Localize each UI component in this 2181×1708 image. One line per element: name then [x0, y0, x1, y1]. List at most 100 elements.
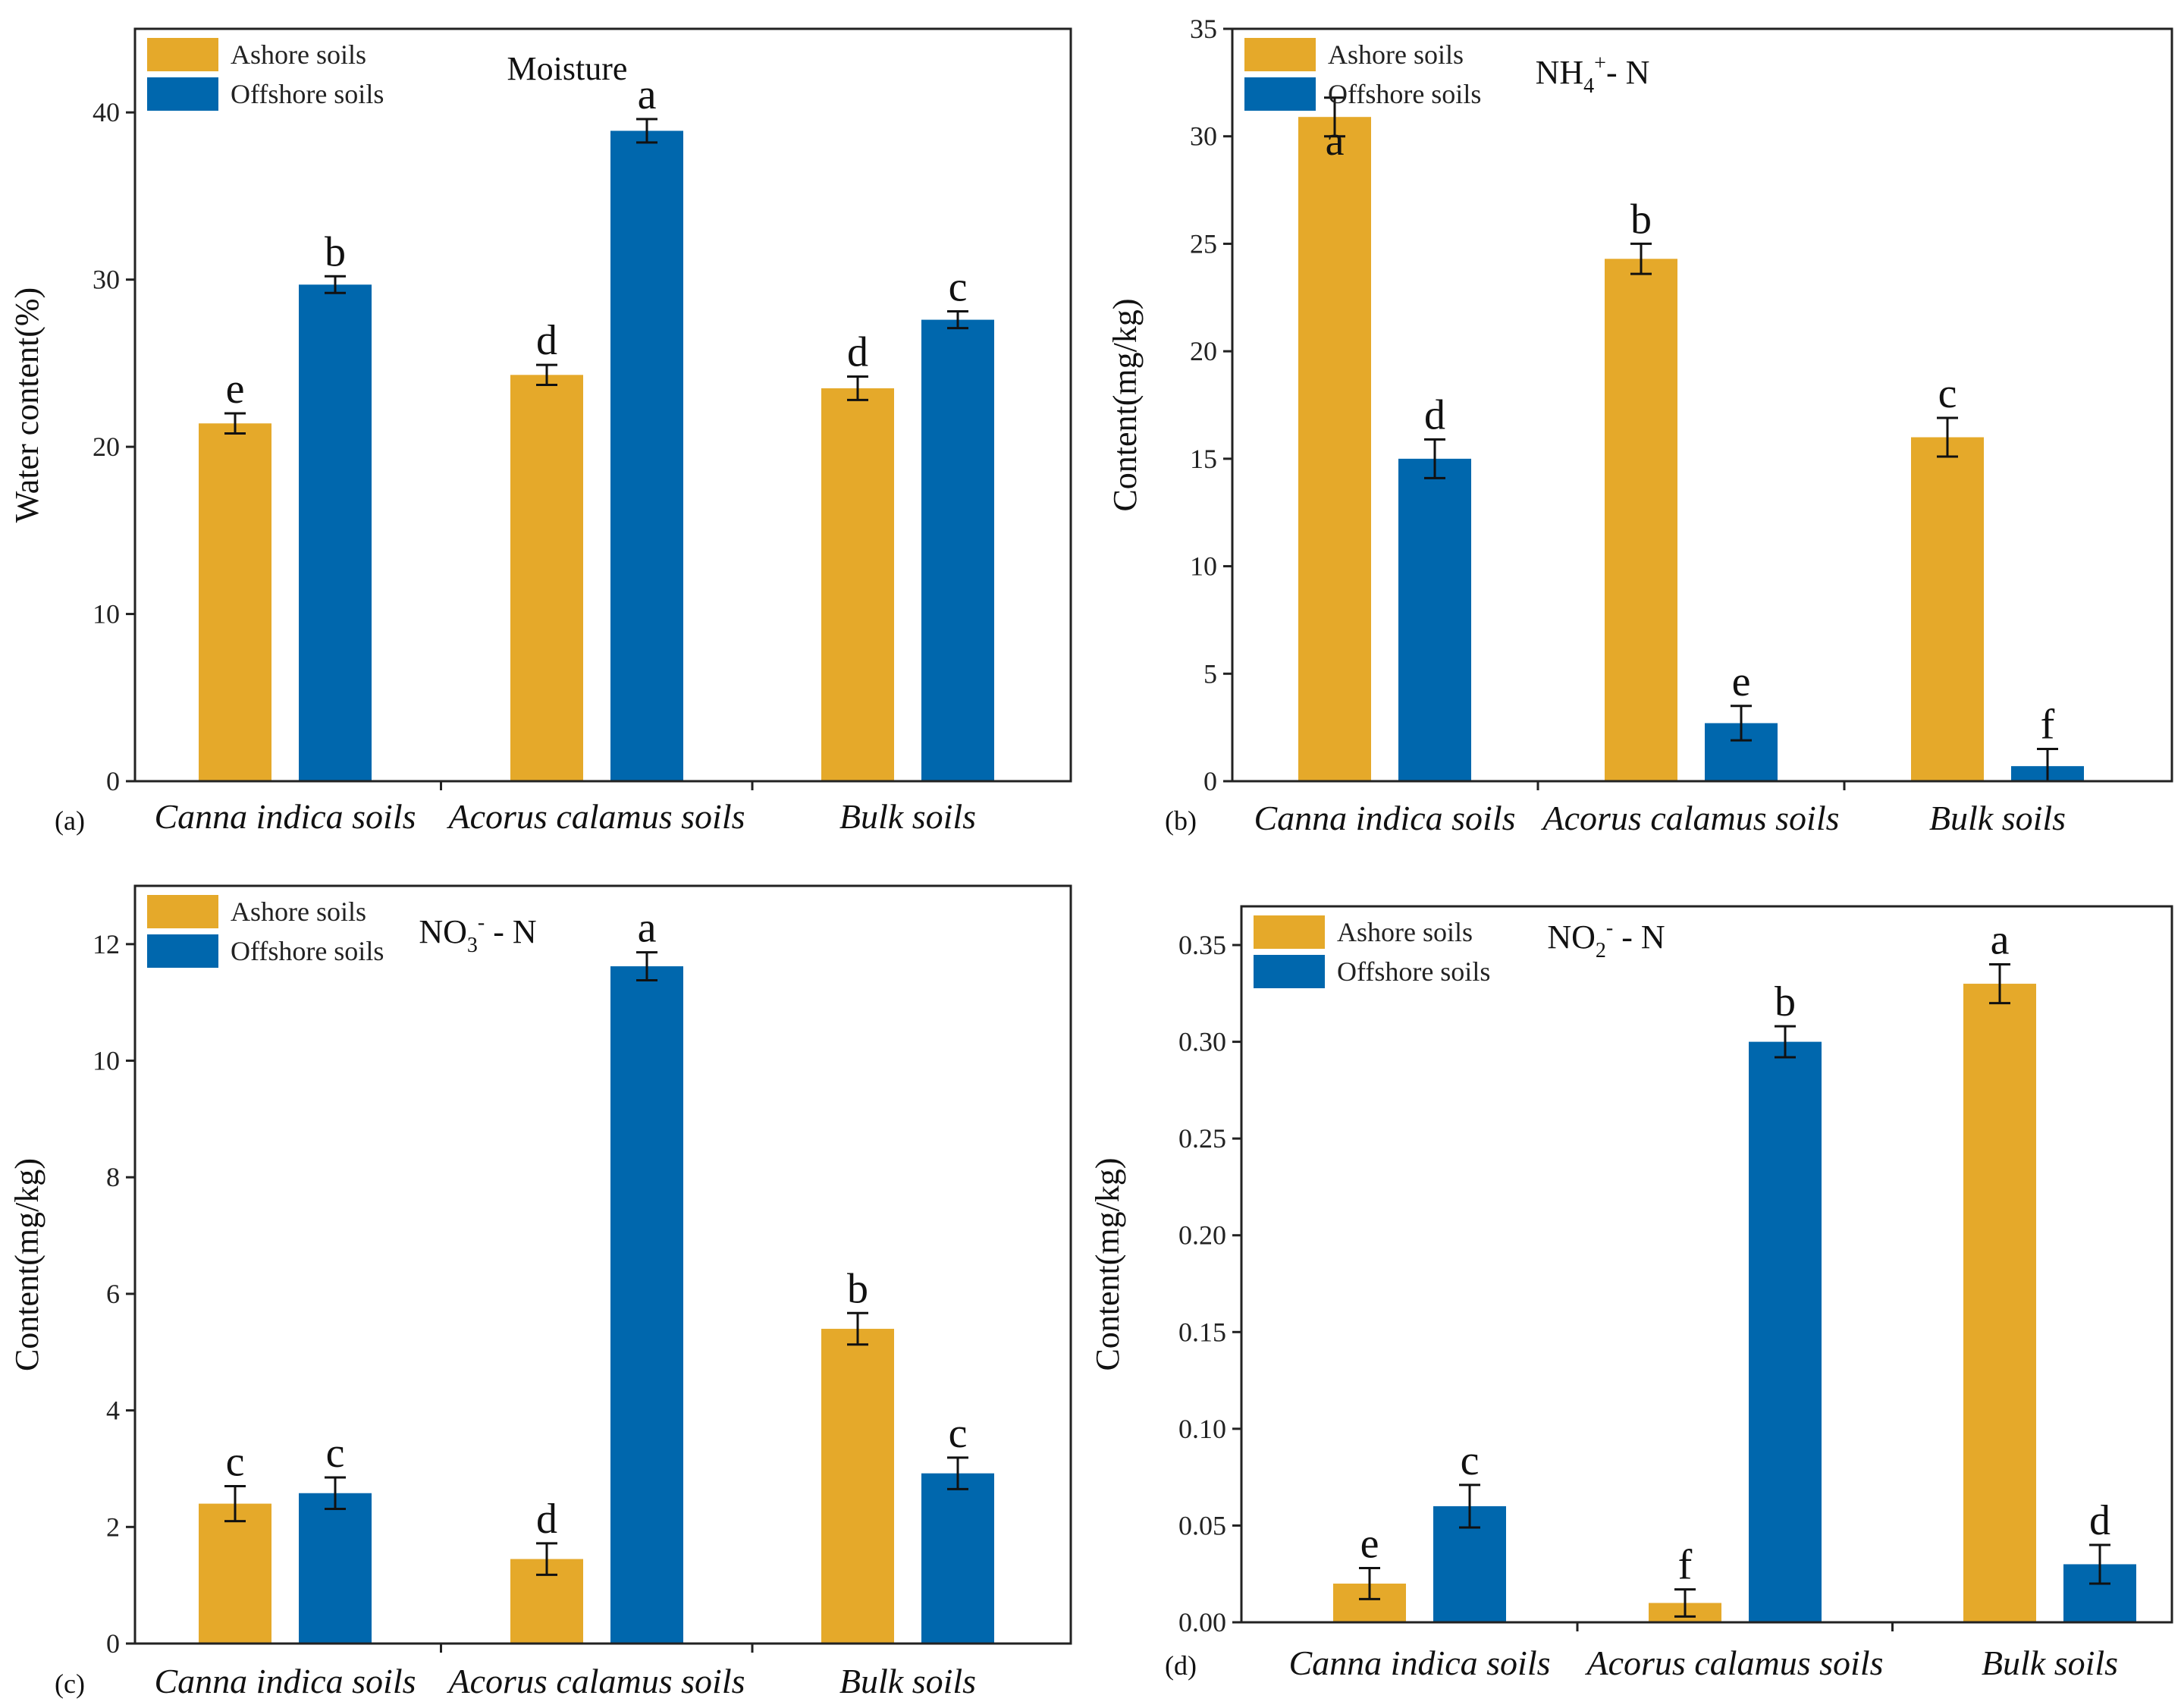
chart-panel-0: e d d b a c 0 10 20 30 40 Canna indica soils Acorus … [8, 27, 1072, 836]
panel-title: NH4+- N [1536, 52, 1650, 98]
y-tick-label: 35 [1190, 14, 1217, 44]
legend-label-offshore: Offshore soils [231, 79, 384, 109]
y-axis-label: Content(mg/kg) [1106, 298, 1144, 511]
bar-ashore [1911, 437, 1984, 781]
significance-letter: b [847, 1265, 868, 1312]
y-tick-label: 0 [1203, 766, 1217, 796]
bar-offshore [610, 130, 683, 781]
legend-swatch-ashore [147, 38, 218, 71]
significance-letter: d [536, 1496, 557, 1543]
x-category-label: Bulk soils [839, 1662, 976, 1700]
y-tick-label: 10 [93, 1046, 120, 1076]
significance-letter: d [1424, 391, 1445, 438]
y-tick-label: 0.05 [1178, 1510, 1226, 1540]
error-bar [1459, 1484, 1480, 1529]
error-bar [2089, 1543, 2110, 1585]
legend-label-offshore: Offshore soils [1328, 79, 1481, 109]
error-bar [1630, 242, 1652, 275]
error-bar [1989, 963, 2010, 1005]
bar-ashore [1605, 259, 1677, 782]
legend-swatch-ashore [1254, 915, 1325, 949]
y-tick-label: 0.00 [1178, 1607, 1226, 1637]
legend-swatch-ashore [1244, 38, 1316, 71]
error-bar [947, 1456, 968, 1490]
x-category-label: Acorus calamus soils [1541, 799, 1840, 837]
significance-letter: d [2089, 1497, 2110, 1544]
legend-label-ashore: Ashore soils [1337, 917, 1473, 947]
significance-letter: c [226, 1439, 245, 1486]
y-tick-label: 0.20 [1178, 1220, 1226, 1251]
significance-letter: c [1938, 370, 1957, 417]
bar-offshore [1398, 458, 1471, 781]
error-bar [1674, 1588, 1696, 1618]
bar-offshore [610, 966, 683, 1644]
y-tick-label: 2 [106, 1512, 120, 1542]
legend-swatch-offshore [1244, 77, 1316, 111]
bar-ashore [199, 423, 271, 781]
legend-label-ashore: Ashore soils [231, 39, 366, 70]
x-category-label: Bulk soils [839, 797, 976, 836]
y-tick-label: 0.35 [1178, 930, 1226, 960]
error-bar [1324, 96, 1345, 138]
error-bar [325, 275, 346, 294]
significance-letter: b [325, 228, 346, 275]
y-tick-label: 25 [1190, 228, 1217, 259]
x-category-label: Canna indica soils [1254, 799, 1515, 837]
significance-letter: c [949, 264, 968, 311]
y-tick-label: 10 [1190, 551, 1217, 582]
y-tick-label: 0 [106, 1628, 120, 1659]
legend-label-ashore: Ashore soils [231, 896, 366, 927]
legend-label-offshore: Offshore soils [231, 936, 384, 966]
x-category-label: Bulk soils [1982, 1644, 2118, 1682]
y-tick-label: 15 [1190, 444, 1217, 474]
y-tick-label: 20 [1190, 336, 1217, 366]
x-category-label: Canna indica soils [154, 1662, 416, 1700]
y-tick-label: 8 [106, 1162, 120, 1192]
error-bar [1937, 416, 1958, 458]
error-bar [1424, 438, 1445, 479]
error-bar [947, 310, 968, 330]
error-bar [536, 1542, 557, 1576]
legend-swatch-offshore [1254, 955, 1325, 988]
significance-letter: c [1461, 1437, 1480, 1484]
y-tick-label: 0 [106, 766, 120, 796]
bar-offshore [299, 284, 372, 781]
y-tick-label: 6 [106, 1279, 120, 1309]
x-category-label: Canna indica soils [1288, 1644, 1550, 1682]
panel-label: (a) [55, 805, 85, 836]
plot-frame [133, 884, 1072, 1645]
plot-frame [1240, 905, 2173, 1624]
y-tick-label: 0.10 [1178, 1414, 1226, 1444]
y-tick-label: 0.25 [1178, 1123, 1226, 1154]
y-tick-label: 10 [93, 599, 120, 630]
significance-letter: f [2041, 701, 2055, 748]
legend-swatch-ashore [147, 895, 218, 928]
error-bar [1775, 1025, 1796, 1059]
significance-letter: a [1326, 118, 1345, 165]
significance-letter: f [1678, 1542, 1693, 1589]
y-tick-label: 30 [93, 265, 120, 295]
panel-title: Moisture [507, 50, 628, 87]
x-category-label: Bulk soils [1929, 799, 2066, 837]
significance-letter: e [226, 366, 245, 413]
significance-letter: a [638, 71, 657, 118]
bar-ashore [510, 375, 583, 781]
significance-letter: a [638, 905, 657, 952]
plot-frame [133, 27, 1072, 783]
significance-letter: d [536, 317, 557, 364]
plot-frame [1231, 27, 2173, 783]
bar-ashore [821, 388, 894, 781]
y-tick-label: 30 [1190, 121, 1217, 152]
significance-letter: c [949, 1410, 968, 1457]
bar-offshore [921, 319, 994, 781]
bar-offshore [299, 1493, 372, 1644]
chart-panel-3: e f a c b d 0.00 0.05 0.10 0.15 0.20 0.25 0.30 0.35 Ca… [1089, 905, 2173, 1682]
significance-letter: e [1732, 658, 1751, 705]
y-axis-label: Content(mg/kg) [8, 1158, 46, 1371]
y-axis-label: Water content(%) [8, 287, 46, 523]
bar-ashore [821, 1329, 894, 1644]
legend-swatch-offshore [147, 77, 218, 111]
error-bar [847, 1311, 868, 1346]
significance-letter: e [1360, 1521, 1379, 1568]
